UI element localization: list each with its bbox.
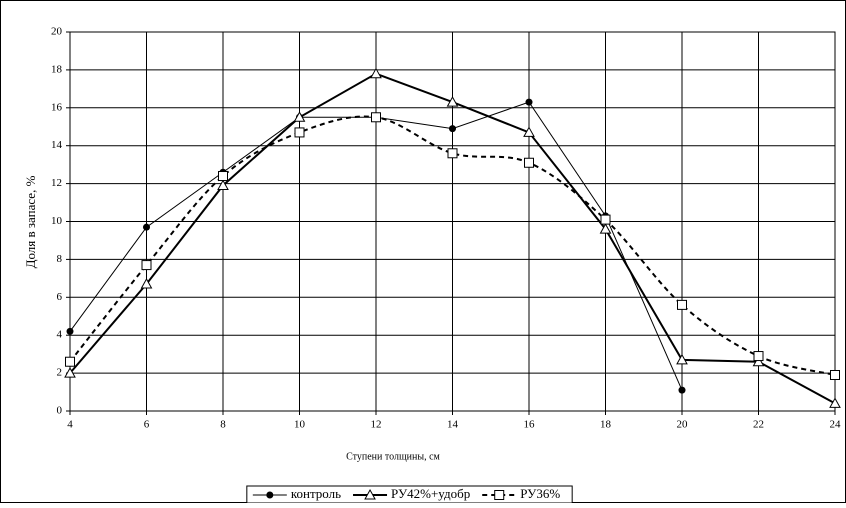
- marker: [293, 111, 306, 122]
- y-tick-label: 14: [51, 139, 63, 151]
- y-tick-label: 4: [57, 329, 63, 341]
- x-axis-label: Ступени толщины, см: [346, 451, 440, 462]
- x-tick-label: 12: [371, 419, 382, 431]
- x-tick-label: 24: [830, 419, 842, 431]
- x-tick-label: 6: [144, 419, 150, 431]
- marker: [217, 179, 229, 190]
- marker: [752, 355, 765, 367]
- x-tick-label: 4: [67, 419, 73, 431]
- marker: [447, 148, 458, 159]
- marker: [141, 260, 152, 271]
- x-tick-label: 10: [294, 419, 306, 431]
- marker: [449, 125, 456, 133]
- marker: [370, 67, 382, 79]
- y-tick-label: 0: [57, 405, 63, 417]
- marker: [65, 356, 75, 367]
- x-tick-label: 18: [600, 419, 612, 431]
- marker: [525, 98, 533, 106]
- legend-label: РУ42%+удобр: [391, 486, 470, 501]
- series-line: [69, 115, 836, 376]
- marker: [830, 369, 840, 380]
- marker: [294, 127, 305, 138]
- marker: [66, 327, 74, 335]
- marker: [143, 223, 150, 231]
- marker: [446, 96, 459, 107]
- y-tick-label: 18: [51, 63, 63, 75]
- y-tick-label: 8: [57, 253, 63, 265]
- marker: [599, 223, 612, 234]
- y-tick-label: 2: [57, 367, 63, 379]
- legend-label: контроль: [291, 486, 341, 501]
- marker: [677, 299, 687, 310]
- marker: [218, 171, 228, 182]
- y-tick-label: 12: [51, 177, 62, 189]
- marker: [64, 367, 76, 378]
- legend-label: РУ36%: [520, 486, 560, 501]
- legend-marker: [266, 491, 274, 499]
- marker: [678, 386, 686, 394]
- x-tick-label: 8: [220, 419, 226, 431]
- y-tick-label: 16: [51, 101, 63, 113]
- y-tick-label: 10: [51, 215, 63, 227]
- marker: [523, 126, 535, 137]
- marker: [524, 157, 534, 168]
- marker: [753, 351, 764, 362]
- marker: [600, 214, 611, 225]
- marker: [140, 278, 153, 289]
- legend: контроль РУ42%+удобр РУ36%: [246, 485, 573, 504]
- marker: [371, 112, 381, 123]
- legend-marker: [494, 490, 505, 500]
- x-tick-label: 14: [447, 419, 459, 431]
- marker: [829, 397, 841, 408]
- y-tick-label: 6: [57, 291, 63, 303]
- y-tick-label: 20: [51, 26, 63, 38]
- x-tick-label: 16: [524, 419, 536, 431]
- x-tick-label: 22: [753, 419, 764, 431]
- marker: [676, 353, 688, 365]
- x-tick-label: 20: [677, 419, 689, 431]
- legend-marker: [364, 488, 376, 500]
- y-axis-label: Доля в запасе, %: [23, 175, 38, 268]
